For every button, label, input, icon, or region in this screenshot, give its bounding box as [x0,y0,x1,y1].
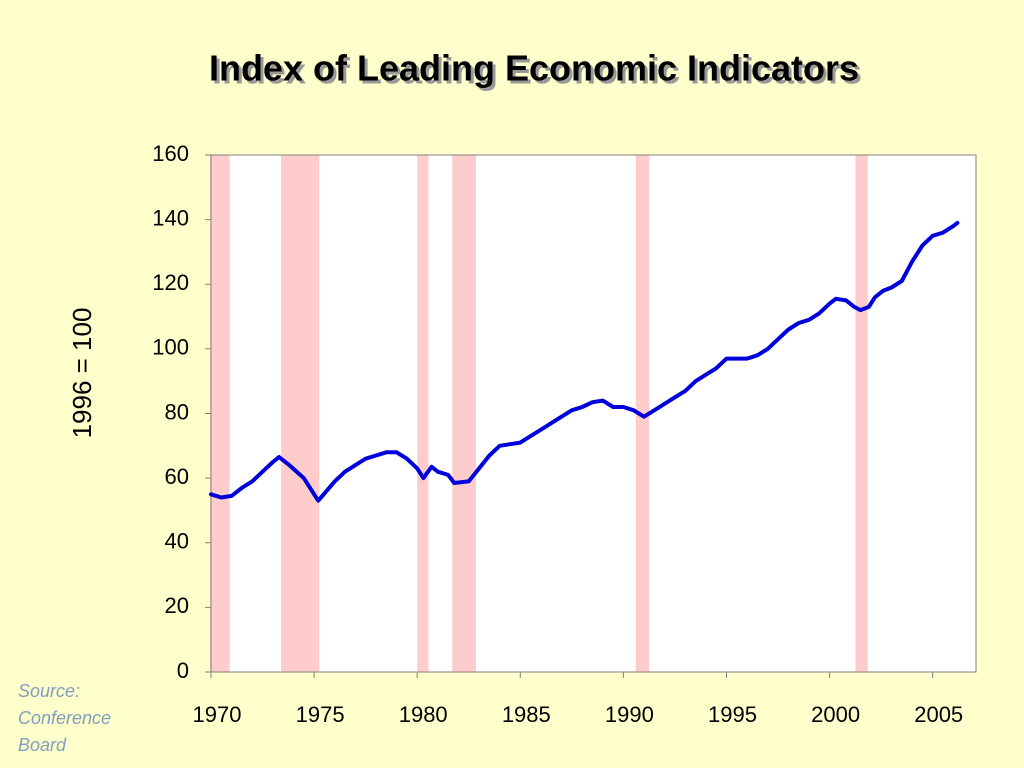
y-tick-label: 40 [165,529,189,554]
x-tick-label: 1995 [708,702,757,727]
y-tick-label: 120 [152,270,189,295]
x-tick-label: 2005 [914,702,963,727]
y-tick-label: 20 [165,593,189,618]
y-axis-label: 1996 = 100 [67,308,97,439]
y-tick-label: 160 [152,141,189,166]
recession-band [281,155,320,672]
y-tick-label: 80 [165,399,189,424]
plot-area: 0 20 40 60 80 100 120 140 160 1970 1975 1980 1985 199… [152,141,977,727]
x-tick-label: 1985 [502,702,551,727]
recession-band [452,155,476,672]
chart-title: Index of Leading Economic Indicators [209,48,859,89]
recession-band [209,155,230,672]
recession-band [417,155,429,672]
y-tick-label: 100 [152,335,189,360]
y-tick-label: 60 [165,464,189,489]
chart-title-shadow: Index of Leading Economic Indicators [212,51,862,92]
x-tick-label: 1975 [296,702,345,727]
recession-band [855,155,868,672]
source-line: Source: [18,681,80,701]
source-line: Conference [18,708,111,728]
x-tick-label: 1990 [605,702,654,727]
x-tick-label: 1970 [193,702,242,727]
y-tick-label: 140 [152,205,189,230]
y-tick-label: 0 [177,658,189,683]
x-tick-label: 1980 [399,702,448,727]
plot-background [211,155,976,672]
source-line: Board [18,735,67,755]
series-line [209,220,960,503]
x-tick-label: 2000 [811,702,860,727]
